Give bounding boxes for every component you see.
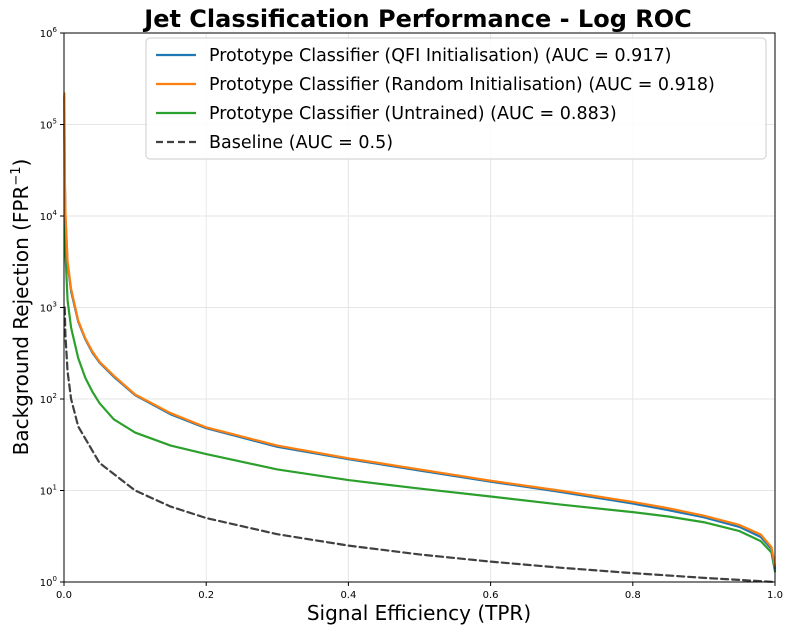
x-tick-label: 0.2 [198,590,214,601]
y-tick-exp: 3 [53,301,57,309]
x-tick-label: 0.6 [483,590,499,601]
y-tick-exp: 0 [53,575,57,583]
y-tick-base: 10 [40,212,53,223]
y-axis-label: Background Rejection (FPR−1) [9,159,33,456]
series-line-1 [63,92,777,567]
y-tick-label: 104 [40,209,58,223]
x-axis-ticks: 0.0 0.2 0.4 0.6 0.8 1.0 [56,582,783,601]
legend-entry-0: Prototype Classifier (QFI Initialisation… [209,46,671,66]
y-tick-label: 100 [40,575,57,589]
y-tick-exp: 5 [53,118,57,126]
y-tick-exp: 1 [53,484,57,492]
legend-entry-2: Prototype Classifier (Untrained) (AUC = … [209,104,617,124]
y-tick-exp: 4 [53,209,58,217]
y-tick-exp: 6 [53,26,58,34]
y-tick-base: 10 [40,487,53,498]
y-tick-label: 105 [40,118,57,132]
series-line-3 [63,306,777,584]
chart-title: Jet Classification Performance - Log ROC [142,5,691,33]
y-tick-base: 10 [40,395,53,406]
y-tick-label: 101 [40,484,57,498]
y-axis-label-base: Background Rejection (FPR [9,186,33,456]
series-line-2 [63,123,777,573]
legend-entry-3: Baseline (AUC = 0.5) [209,133,393,153]
y-tick-base: 10 [40,578,53,589]
y-tick-base: 10 [40,304,53,315]
y-tick-base: 10 [40,121,53,132]
series-layer [63,92,777,584]
y-tick-label: 102 [40,392,57,406]
x-tick-label: 0.0 [56,590,72,601]
legend-entry-1: Prototype Classifier (Random Initialisat… [209,75,715,95]
y-tick-label: 106 [40,26,58,40]
legend: Prototype Classifier (QFI Initialisation… [145,37,767,160]
y-tick-exp: 2 [53,392,57,400]
legend-box [145,37,767,160]
y-tick-label: 103 [40,301,57,315]
x-tick-label: 0.8 [625,590,641,601]
x-tick-label: 1.0 [767,590,783,601]
y-tick-base: 10 [40,29,53,40]
y-axis-label-sup: −1 [9,166,24,185]
x-axis-label: Signal Efficiency (TPR) [307,601,531,625]
x-tick-label: 0.4 [340,590,356,601]
y-axis-label-close: ) [9,159,33,167]
